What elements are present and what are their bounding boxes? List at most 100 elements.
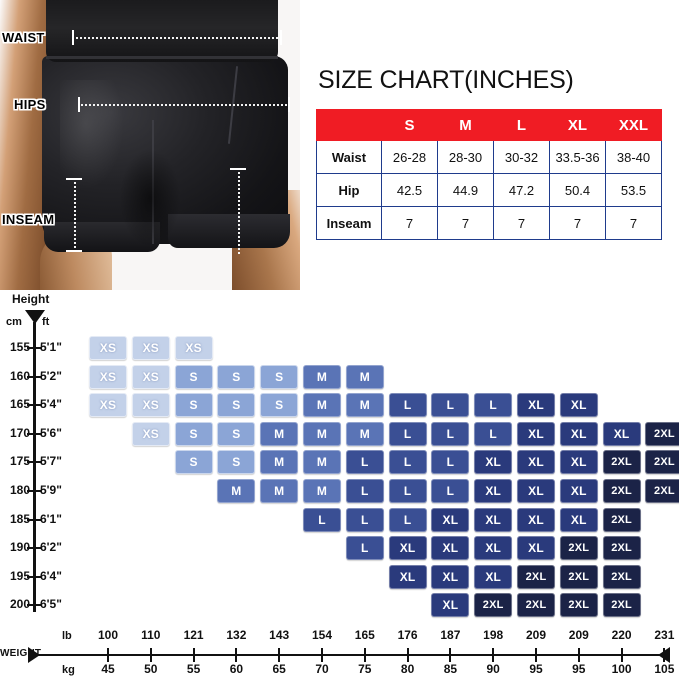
hip-m: 44.9 — [437, 173, 494, 207]
height-label-ft-185: 6'1" — [40, 511, 62, 526]
height-tick-180 — [27, 490, 42, 492]
inseam-xxl: 7 — [605, 206, 662, 240]
photo-shadow — [120, 150, 180, 246]
waist-s: 26-28 — [381, 140, 438, 174]
header-cell-xl: XL — [549, 109, 606, 141]
header-cell-xxl: XXL — [605, 109, 662, 141]
weight-label-lb-6: 165 — [354, 628, 375, 642]
size-cell-195-11: 2XL — [517, 564, 555, 589]
size-table-header-row: S M L XL XXL — [316, 109, 662, 141]
size-cell-190-9: XL — [431, 536, 470, 561]
size-cell-185-9: XL — [431, 507, 470, 532]
size-cell-165-2: XS — [131, 393, 170, 418]
inseam-tick-top — [66, 178, 82, 180]
size-cell-180-7: L — [345, 479, 384, 503]
hip-xxl: 53.5 — [605, 173, 662, 207]
size-cell-180-10: XL — [474, 479, 513, 503]
height-tick-200 — [27, 604, 42, 607]
waist-label: WAIST — [2, 30, 45, 45]
weight-label-kg-11: 95 — [572, 662, 586, 676]
photo-highlight — [60, 80, 124, 190]
height-tick-165 — [27, 404, 42, 407]
size-cell-165-1: XS — [89, 393, 127, 418]
weight-tick-9 — [492, 648, 495, 662]
size-cell-185-10: XL — [474, 507, 513, 532]
hips-label: HIPS — [14, 97, 46, 112]
weight-label-lb-2: 121 — [183, 628, 204, 642]
size-cell-185-6: L — [303, 507, 341, 532]
size-cell-160-7: M — [345, 364, 384, 389]
height-tick-160 — [27, 375, 42, 378]
weight-tick-5 — [321, 648, 323, 662]
height-tick-195 — [27, 575, 42, 578]
height-label-ft-170: 5'6" — [40, 425, 62, 440]
height-tick-175 — [27, 461, 42, 464]
weight-label-kg-0: 45 — [101, 662, 115, 676]
weight-label-lb-12: 220 — [611, 628, 632, 642]
size-cell-165-12: XL — [559, 393, 598, 418]
height-axis-line — [33, 322, 36, 612]
weight-axis-caption: WEIGHT — [0, 648, 42, 659]
size-cell-170-13: XL — [602, 421, 641, 446]
weight-label-lb-13: 231 — [654, 628, 675, 642]
header-cell-s: S — [381, 109, 438, 141]
height-label-cm-190: 190 — [9, 540, 30, 555]
size-cell-185-12: XL — [559, 507, 598, 532]
size-cell-180-13: 2XL — [602, 479, 641, 503]
weight-label-lb-5: 154 — [311, 628, 333, 642]
header-cell-corner — [316, 109, 382, 141]
height-label-cm-200: 200 — [9, 597, 30, 612]
height-tick-190 — [27, 547, 42, 550]
inseam-tick-bottom — [66, 250, 82, 252]
weight-label-lb-1: 110 — [141, 628, 161, 642]
weight-tick-11 — [577, 648, 580, 662]
size-cell-180-9: L — [431, 479, 470, 503]
weight-label-kg-1: 50 — [144, 662, 158, 676]
waist-tick-left — [72, 30, 74, 45]
size-cell-195-13: 2XL — [602, 564, 641, 589]
inseam-l: 7 — [493, 206, 550, 240]
size-cell-155-2: XS — [131, 336, 170, 360]
weight-tick-0 — [107, 648, 109, 662]
size-cell-175-10: XL — [474, 450, 513, 475]
size-chart-table: S M L XL XXL Waist 26-28 28-30 30-32 33.… — [316, 109, 662, 240]
weight-tick-3 — [235, 648, 238, 662]
size-cell-170-14: 2XL — [645, 421, 679, 446]
size-cell-195-8: XL — [388, 564, 427, 589]
row-label-hip: Hip — [316, 173, 382, 207]
height-label-cm-175: 175 — [9, 454, 30, 469]
weight-tick-4 — [278, 648, 281, 662]
weight-label-lb-11: 209 — [568, 628, 589, 642]
size-cell-165-9: L — [431, 393, 470, 418]
size-cell-170-12: XL — [559, 421, 598, 446]
size-cell-175-7: L — [345, 450, 384, 475]
size-cell-170-8: L — [388, 421, 427, 446]
height-label-ft-190: 6'2" — [40, 540, 62, 555]
size-cell-200-9: XL — [431, 593, 470, 618]
weight-tick-10 — [535, 648, 537, 662]
size-cell-160-1: XS — [89, 364, 127, 389]
row-label-inseam: Inseam — [316, 206, 382, 240]
height-label-cm-160: 160 — [9, 368, 30, 383]
size-cell-200-13: 2XL — [602, 593, 641, 618]
size-cell-155-3: XS — [174, 336, 213, 360]
height-label-cm-170: 170 — [9, 425, 30, 440]
height-tick-185 — [27, 518, 42, 521]
size-cell-185-11: XL — [517, 507, 555, 532]
size-cell-175-3: S — [174, 450, 213, 475]
weight-tick-7 — [406, 648, 409, 662]
weight-tick-1 — [149, 648, 152, 662]
weight-label-lb-9: 198 — [483, 628, 504, 642]
height-tick-155 — [27, 347, 42, 349]
weight-label-kg-5: 70 — [315, 662, 329, 676]
size-cell-170-2: XS — [131, 421, 170, 446]
size-chart-panel: SIZE CHART(INCHES) S M L XL XXL Waist 26… — [316, 66, 672, 240]
height-label-cm-180: 180 — [9, 483, 30, 497]
waistband-seam — [46, 56, 278, 59]
height-label-ft-200: 6'5" — [40, 597, 62, 612]
weight-unit-lb: lb — [62, 630, 72, 642]
size-cell-190-8: XL — [388, 536, 427, 561]
height-label-cm-155: 155 — [9, 340, 30, 354]
inseam-m: 7 — [437, 206, 494, 240]
size-cell-175-9: L — [431, 450, 470, 475]
